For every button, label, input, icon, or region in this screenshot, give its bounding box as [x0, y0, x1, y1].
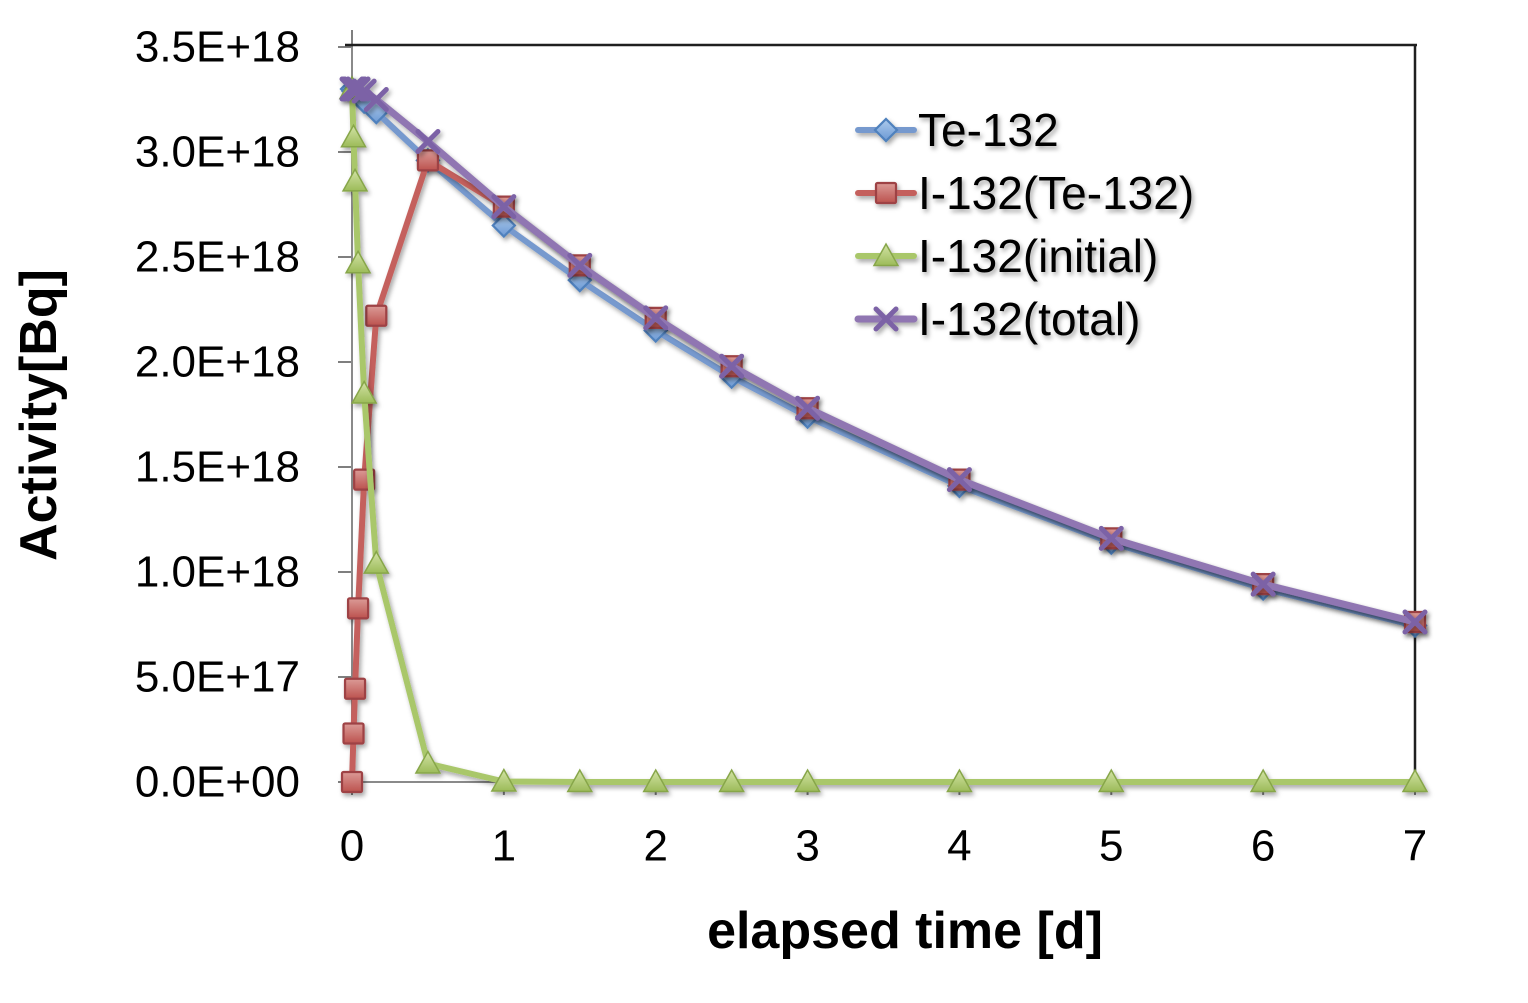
y-tick-label: 3.5E+18: [135, 23, 300, 72]
triangle-marker: [718, 768, 745, 793]
legend-label: I-132(Te-132): [918, 167, 1194, 219]
x-tick-label: 3: [795, 822, 819, 871]
triangle-marker: [414, 749, 442, 774]
square-marker: [343, 677, 367, 700]
y-tick-label: 1.0E+18: [135, 548, 300, 597]
y-tick-label: 2.0E+18: [135, 338, 300, 387]
axes: 0.0E+00 5.0E+17 1.0E+18 1.5E+18 2.0E+18 2.5E+…: [135, 23, 1427, 871]
legend-label: I-132(initial): [918, 230, 1158, 282]
square-marker: [342, 722, 365, 745]
y-axis-title: Activity[Bq]: [10, 269, 68, 561]
triangle-marker: [642, 768, 669, 793]
x-marker: [1402, 609, 1428, 635]
x-marker-legend: [873, 306, 899, 332]
y-tick-label: 5.0E+17: [135, 653, 300, 702]
y-tick-label: 0.0E+00: [135, 758, 300, 807]
x-marker: [719, 353, 745, 379]
x-marker: [363, 87, 389, 112]
triangle-marker: [344, 249, 372, 274]
triangle-marker-legend: [872, 242, 900, 267]
legend: Te-132 I-132(Te-132) I-132(initial) I-132(t…: [854, 104, 1194, 345]
x-tick-label: 6: [1251, 822, 1275, 871]
diamond-marker-legend: [873, 117, 899, 143]
triangle-marker: [350, 379, 378, 404]
legend-item-te-132: Te-132: [855, 104, 1059, 156]
x-tick-label: 1: [492, 822, 516, 871]
triangle-marker: [566, 768, 594, 793]
series-te-132: [339, 76, 1428, 639]
triangle-marker: [341, 167, 369, 192]
x-marker: [946, 467, 972, 493]
diamond-marker: [491, 212, 517, 239]
x-marker: [567, 252, 593, 278]
series-i-132-initial-line: [349, 86, 1418, 785]
x-marker: [491, 194, 517, 220]
y-tick-label: 2.5E+18: [135, 233, 300, 282]
x-marker: [345, 76, 371, 102]
series-i-132-initial: [338, 75, 1429, 793]
x-marker: [1098, 525, 1124, 551]
x-tick-label: 4: [947, 822, 971, 871]
legend-item-i-132-te-132: I-132(Te-132): [855, 167, 1194, 219]
legend-item-i-132-initial: I-132(initial): [855, 230, 1158, 282]
x-tick-label: 2: [643, 822, 667, 871]
triangle-marker: [1401, 768, 1429, 793]
series-i-132-te-132: [340, 149, 1427, 794]
x-marker: [1250, 571, 1276, 597]
series-te-132-line: [349, 86, 1418, 629]
triangle-marker: [1098, 768, 1125, 793]
triangle-marker: [363, 550, 390, 574]
square-marker: [365, 304, 388, 327]
triangle-marker: [946, 768, 973, 793]
square-marker-legend: [874, 181, 898, 205]
x-tick-label: 0: [340, 822, 364, 871]
x-tick-label: 5: [1099, 822, 1123, 871]
x-marker: [795, 395, 821, 421]
square-marker: [340, 770, 364, 794]
legend-label: Te-132: [918, 104, 1059, 156]
y-tick-label: 1.5E+18: [135, 443, 300, 492]
x-marker: [415, 129, 441, 154]
triangle-marker: [794, 768, 821, 793]
series-group: [338, 75, 1429, 794]
x-marker: [351, 78, 377, 104]
triangle-marker: [340, 123, 367, 148]
series-i-132-total-line: [348, 85, 1419, 626]
triangle-marker: [490, 767, 518, 792]
square-marker: [346, 597, 370, 620]
x-axis-title: elapsed time [d]: [707, 902, 1103, 960]
triangle-marker: [1249, 768, 1277, 793]
series-i-132-total: [339, 76, 1428, 635]
legend-label: I-132(total): [918, 293, 1140, 345]
x-tick-label: 7: [1403, 822, 1427, 871]
y-tick-label: 3.0E+18: [135, 128, 300, 177]
legend-item-i-132-total: I-132(total): [854, 293, 1140, 345]
square-marker: [416, 149, 440, 172]
x-marker: [643, 305, 669, 331]
